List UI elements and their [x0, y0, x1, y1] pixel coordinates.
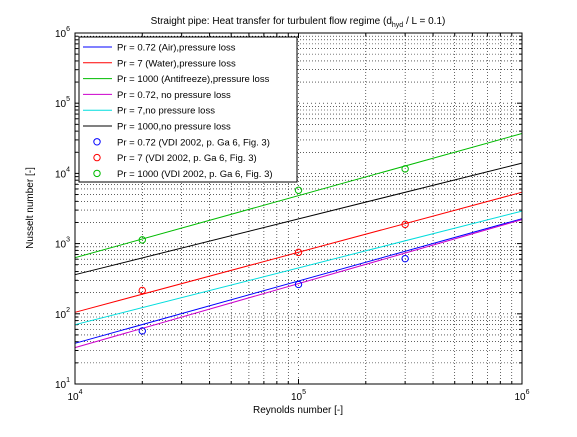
- legend-entry: Pr = 1000,no pressure loss: [83, 122, 231, 133]
- data-point-marker: [401, 254, 409, 263]
- series-8: [138, 220, 409, 295]
- y-tick-label-base: 10: [55, 29, 67, 40]
- x-tick-label: 105: [291, 389, 306, 403]
- data-point-marker: [294, 186, 303, 194]
- series-line: [74, 133, 523, 259]
- x-tick-label-base: 10: [514, 392, 526, 403]
- y-tick-label-exponent: 5: [66, 96, 70, 103]
- legend-label: Pr = 1000 (VDI 2002, p. Ga 6, Fig. 3): [117, 169, 273, 180]
- legend-entry: Pr = 1000 (VDI 2002, p. Ga 6, Fig. 3): [93, 169, 273, 180]
- series-line: [74, 191, 523, 313]
- series-4: [74, 219, 523, 349]
- y-tick-label-exponent: 3: [66, 237, 70, 244]
- legend-box: [78, 36, 298, 183]
- series-7: [138, 254, 409, 335]
- y-tick-label: 101: [55, 377, 70, 391]
- y-tick-label: 106: [55, 26, 70, 40]
- series-line: [74, 219, 523, 349]
- y-axis-label: Nusselt number [-]: [25, 167, 36, 249]
- legend-label: Pr = 1000,no pressure loss: [117, 122, 231, 133]
- y-tick-label-base: 10: [55, 240, 67, 251]
- y-tick-label-exponent: 2: [66, 307, 70, 314]
- x-tick-label-exponent: 5: [302, 389, 306, 396]
- y-tick-label-exponent: 6: [66, 26, 70, 33]
- legend-label: Pr = 1000 (Antifreeze),pressure loss: [117, 74, 270, 85]
- y-tick-label: 105: [55, 96, 70, 110]
- series-9: [138, 165, 409, 244]
- series-layer: [74, 133, 523, 349]
- y-tick-label: 102: [55, 307, 70, 321]
- legend-entry: Pr = 0.72 (VDI 2002, p. Ga 6, Fig. 3): [93, 137, 270, 148]
- y-tick-label-base: 10: [55, 169, 67, 180]
- data-point-marker: [138, 236, 146, 244]
- legend: Pr = 0.72 (Air),pressure loss Pr = 7 (Wat…: [78, 36, 298, 183]
- series-line: [74, 210, 523, 326]
- legend-entry: Pr = 1000 (Antifreeze),pressure loss: [83, 74, 270, 85]
- legend-entry: Pr = 7 (VDI 2002, p. Ga 6, Fig. 3): [93, 153, 257, 164]
- legend-swatch-marker: [93, 169, 101, 178]
- data-point-marker: [138, 286, 146, 295]
- legend-label: Pr = 0.72, no pressure loss: [117, 90, 231, 101]
- legend-swatch-marker: [93, 153, 101, 162]
- chart-title-main: Straight pipe: Heat transfer for turbule…: [151, 16, 392, 27]
- grid: [75, 33, 522, 384]
- x-tick-label-base: 10: [67, 392, 79, 403]
- data-point-marker: [401, 220, 409, 229]
- legend-entry: Pr = 0.72 (Air),pressure loss: [83, 43, 236, 54]
- legend-entry: Pr = 0.72, no pressure loss: [83, 90, 231, 101]
- y-tick-label-base: 10: [55, 380, 67, 391]
- y-tick-label: 103: [55, 237, 70, 251]
- legend-entry: Pr = 7,no pressure loss: [83, 106, 215, 117]
- x-tick-label-base: 10: [291, 392, 303, 403]
- legend-label: Pr = 7 (Water),pressure loss: [117, 58, 236, 69]
- x-tick-label: 106: [514, 389, 529, 403]
- series-3: [74, 133, 523, 259]
- y-tick-label-base: 10: [55, 310, 67, 321]
- x-axis-label: Reynolds number [-]: [253, 405, 343, 416]
- legend-entry: Pr = 7 (Water),pressure loss: [83, 58, 236, 69]
- chart-title-tail: / L = 0.1): [403, 16, 445, 27]
- y-tick-label-base: 10: [55, 99, 67, 110]
- axes-frame: [74, 32, 523, 385]
- series-2: [74, 191, 523, 313]
- x-tick-label: 104: [67, 389, 82, 403]
- x-tick-label-exponent: 4: [79, 389, 83, 396]
- data-point-marker: [138, 327, 146, 335]
- legend-label: Pr = 0.72 (Air),pressure loss: [117, 43, 236, 54]
- legend-label: Pr = 7,no pressure loss: [117, 106, 215, 117]
- series-5: [74, 210, 523, 326]
- series-6: [74, 162, 523, 276]
- legend-swatch-marker: [93, 138, 101, 146]
- series-line: [74, 162, 523, 276]
- y-tick-label-exponent: 1: [66, 377, 70, 384]
- y-tick-label: 104: [55, 166, 70, 180]
- chart-title: Straight pipe: Heat transfer for turbule…: [151, 16, 446, 29]
- legend-label: Pr = 0.72 (VDI 2002, p. Ga 6, Fig. 3): [117, 137, 270, 148]
- legend-label: Pr = 7 (VDI 2002, p. Ga 6, Fig. 3): [117, 153, 257, 164]
- y-tick-label-exponent: 4: [66, 166, 70, 173]
- x-tick-label-exponent: 6: [526, 389, 530, 396]
- chart-title-subscript: hyd: [392, 22, 403, 29]
- data-point-marker: [294, 280, 303, 289]
- data-point-marker: [294, 248, 303, 257]
- data-point-marker: [401, 165, 409, 173]
